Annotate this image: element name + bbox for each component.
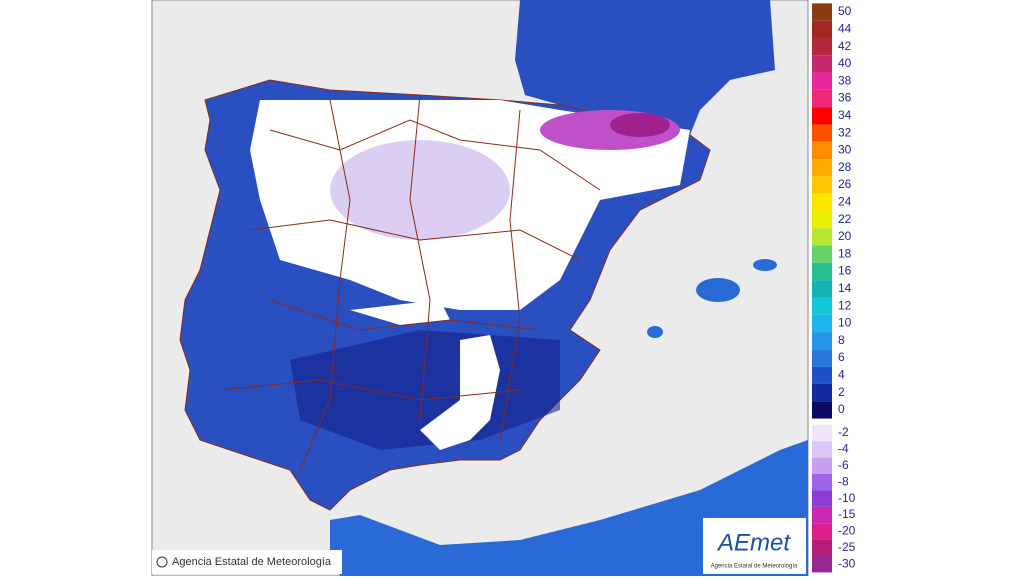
legend-swatch xyxy=(812,523,832,540)
legend-swatch xyxy=(812,441,832,458)
logo-subtitle: Agencia Estatal de Meteorología xyxy=(711,564,798,570)
legend-swatch xyxy=(812,556,832,573)
legend-swatch xyxy=(812,297,832,315)
legend-swatch xyxy=(812,332,832,350)
legend-label: 26 xyxy=(838,177,852,191)
legend-swatch xyxy=(812,107,832,125)
legend-label: 20 xyxy=(838,229,852,243)
legend-swatch xyxy=(812,539,832,556)
legend-label: 32 xyxy=(838,125,852,139)
legend-label: 22 xyxy=(838,212,852,226)
copyright: Agencia Estatal de Meteorología xyxy=(172,556,332,568)
legend-label: 0 xyxy=(838,402,845,416)
island xyxy=(753,259,777,271)
north-africa xyxy=(330,440,808,576)
legend-swatch xyxy=(812,193,832,211)
legend-swatch xyxy=(812,141,832,160)
legend-label: 28 xyxy=(838,160,852,174)
frost-zone xyxy=(330,140,510,240)
legend-label: -20 xyxy=(838,524,856,538)
legend-swatch xyxy=(812,262,832,281)
legend-swatch xyxy=(812,349,832,367)
legend-label: -8 xyxy=(838,474,849,488)
frost-zone xyxy=(610,113,670,137)
legend-swatch xyxy=(812,424,832,442)
legend-swatch xyxy=(812,506,832,524)
legend-label: 44 xyxy=(838,21,852,35)
legend-label: 50 xyxy=(838,4,852,18)
france xyxy=(515,0,775,135)
legend-label: 24 xyxy=(838,194,852,208)
legend-swatch xyxy=(812,55,832,73)
island xyxy=(647,326,663,338)
legend-swatch xyxy=(812,3,832,21)
legend-label: -10 xyxy=(838,491,856,505)
logo: AEmet xyxy=(716,529,791,556)
legend-swatch xyxy=(812,159,832,177)
legend-label: 18 xyxy=(838,246,852,260)
legend-label: 12 xyxy=(838,298,852,312)
legend-label: 42 xyxy=(838,39,852,53)
legend-label: 30 xyxy=(838,143,852,157)
legend-label: 8 xyxy=(838,333,845,347)
legend-label: -30 xyxy=(838,556,856,570)
frost-zone xyxy=(350,300,450,325)
frost-zone xyxy=(420,335,500,450)
legend-label: -25 xyxy=(838,540,856,554)
legend-swatch xyxy=(812,474,832,491)
legend-label: -6 xyxy=(838,458,849,472)
copyright-icon xyxy=(156,556,168,568)
legend-label: -4 xyxy=(838,442,849,456)
legend-swatch xyxy=(812,89,832,108)
legend-swatch xyxy=(812,228,832,246)
legend-swatch xyxy=(812,314,832,333)
province-borders xyxy=(219,94,601,471)
copyright-box xyxy=(152,550,342,574)
legend-swatch xyxy=(812,383,832,402)
legend-label: 38 xyxy=(838,73,852,87)
legend-label: 6 xyxy=(838,350,845,364)
legend-label: 40 xyxy=(838,56,852,70)
island xyxy=(696,278,740,302)
legend-swatch xyxy=(812,176,832,194)
legend-swatch xyxy=(812,366,832,384)
legend-swatch xyxy=(812,245,832,263)
legend-swatch xyxy=(812,210,832,229)
legend-label: 4 xyxy=(838,367,845,381)
legend-swatch xyxy=(812,72,832,90)
legend-swatch xyxy=(812,457,832,474)
legend-label: 2 xyxy=(838,385,845,399)
legend-swatch xyxy=(812,401,832,419)
legend-label: -2 xyxy=(838,425,849,439)
legend-swatch xyxy=(812,20,832,38)
legend-label: -15 xyxy=(838,507,856,521)
legend-swatch xyxy=(812,490,832,507)
legend-label: 10 xyxy=(838,316,852,330)
legend-swatch xyxy=(812,37,832,56)
legend-label: 36 xyxy=(838,91,852,105)
logo-box xyxy=(703,518,806,574)
legend-label: 14 xyxy=(838,281,852,295)
legend-label: 16 xyxy=(838,264,852,278)
legend-label: 34 xyxy=(838,108,852,122)
legend-swatch xyxy=(812,124,832,142)
legend-swatch xyxy=(812,280,832,298)
